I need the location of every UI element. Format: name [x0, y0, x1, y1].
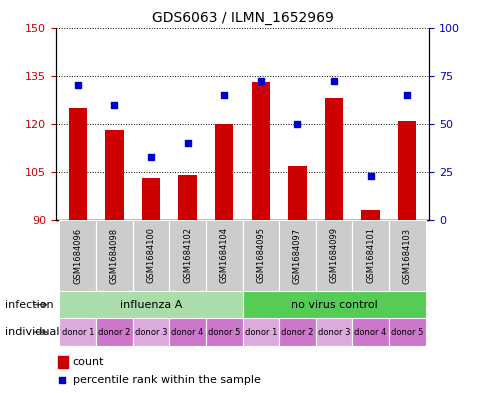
Text: donor 1: donor 1	[244, 328, 276, 336]
Text: individual: individual	[5, 327, 59, 337]
Text: donor 2: donor 2	[98, 328, 130, 336]
Text: GSM1684102: GSM1684102	[182, 228, 192, 283]
Text: GSM1684103: GSM1684103	[402, 228, 411, 283]
Bar	[242, 291, 424, 318]
Bar	[287, 165, 306, 220]
Text: no virus control: no virus control	[290, 299, 377, 310]
Bar	[242, 318, 278, 346]
Bar	[214, 124, 233, 220]
Text: GSM1684100: GSM1684100	[146, 228, 155, 283]
Point	[147, 153, 154, 160]
Bar	[169, 220, 206, 291]
Bar	[133, 318, 169, 346]
Bar	[169, 318, 206, 346]
Bar	[60, 318, 96, 346]
Point	[59, 377, 66, 384]
Bar	[178, 175, 197, 220]
Point	[403, 92, 410, 98]
Text: donor 2: donor 2	[281, 328, 313, 336]
Bar	[315, 220, 351, 291]
Text: infection: infection	[5, 299, 53, 310]
Text: GSM1684099: GSM1684099	[329, 228, 338, 283]
Text: GSM1684098: GSM1684098	[110, 228, 119, 283]
Point	[110, 101, 118, 108]
Bar	[242, 220, 278, 291]
Bar	[251, 82, 270, 220]
Bar	[68, 108, 87, 220]
Bar	[133, 220, 169, 291]
Text: donor 3: donor 3	[317, 328, 349, 336]
Text: percentile rank within the sample: percentile rank within the sample	[73, 375, 260, 386]
Bar	[96, 318, 133, 346]
Bar	[141, 178, 160, 220]
Text: GSM1684095: GSM1684095	[256, 228, 265, 283]
Bar	[96, 220, 133, 291]
Bar	[58, 356, 68, 368]
Text: GSM1684101: GSM1684101	[365, 228, 374, 283]
Bar	[206, 318, 242, 346]
Text: GSM1684096: GSM1684096	[73, 228, 82, 283]
Text: influenza A: influenza A	[120, 299, 182, 310]
Point	[183, 140, 191, 146]
Text: donor 4: donor 4	[171, 328, 203, 336]
Bar	[206, 220, 242, 291]
Bar	[361, 211, 379, 220]
Bar	[397, 121, 416, 220]
Point	[257, 78, 264, 84]
Bar	[60, 291, 242, 318]
Bar	[278, 318, 315, 346]
Point	[74, 82, 81, 88]
Bar	[388, 318, 424, 346]
Bar	[351, 318, 388, 346]
Text: donor 5: donor 5	[208, 328, 240, 336]
Point	[293, 121, 301, 127]
Point	[366, 173, 374, 179]
Point	[220, 92, 227, 98]
Bar	[315, 318, 351, 346]
Bar	[351, 220, 388, 291]
Bar	[105, 130, 123, 220]
Text: count: count	[73, 357, 104, 367]
Text: donor 5: donor 5	[390, 328, 423, 336]
Text: GSM1684104: GSM1684104	[219, 228, 228, 283]
Point	[330, 78, 337, 84]
Title: GDS6063 / ILMN_1652969: GDS6063 / ILMN_1652969	[151, 11, 333, 25]
Text: GSM1684097: GSM1684097	[292, 228, 302, 283]
Text: donor 3: donor 3	[135, 328, 167, 336]
Text: donor 4: donor 4	[354, 328, 386, 336]
Bar	[388, 220, 424, 291]
Bar	[324, 98, 343, 220]
Text: donor 1: donor 1	[61, 328, 94, 336]
Bar	[60, 220, 96, 291]
Bar	[278, 220, 315, 291]
